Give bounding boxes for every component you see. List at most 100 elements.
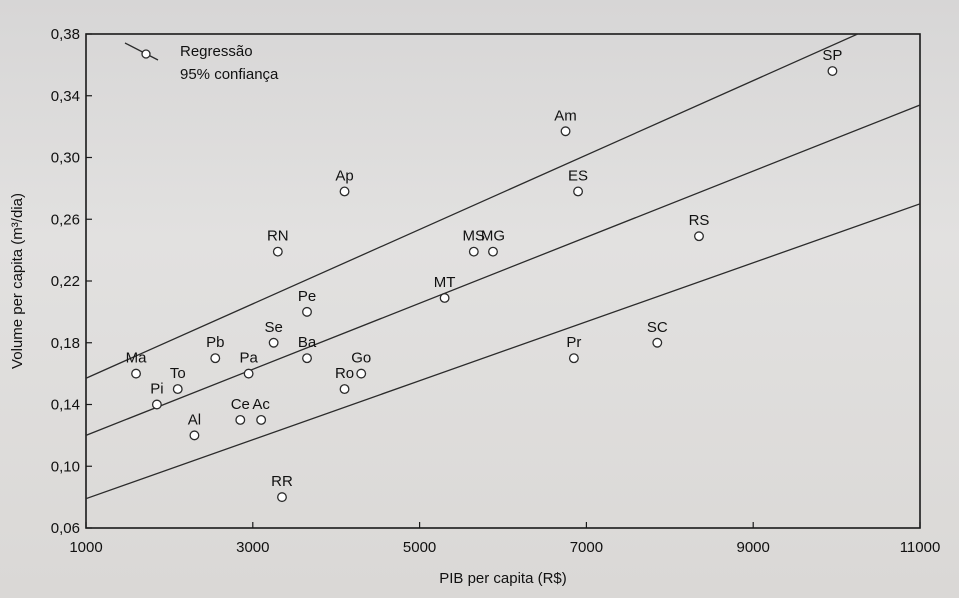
point-label: Ba bbox=[298, 334, 317, 351]
data-point-sp: SP bbox=[822, 47, 842, 77]
point-label: RS bbox=[689, 212, 710, 229]
point-label: RN bbox=[267, 228, 289, 245]
x-tick-label: 5000 bbox=[403, 539, 436, 556]
data-point-rn: RN bbox=[267, 228, 289, 257]
point-label: Al bbox=[188, 411, 201, 428]
y-tick-label: 0,22 bbox=[51, 273, 80, 290]
point-marker bbox=[468, 246, 479, 257]
data-point-pr: Pr bbox=[566, 334, 581, 364]
point-label: Am bbox=[554, 107, 577, 124]
point-label: Pe bbox=[298, 288, 316, 305]
point-marker bbox=[302, 353, 312, 364]
point-label: ES bbox=[568, 167, 588, 184]
data-point-rr: RR bbox=[271, 473, 293, 503]
point-marker bbox=[339, 186, 350, 197]
x-tick-label: 7000 bbox=[570, 539, 603, 556]
data-point-ap: Ap bbox=[335, 167, 354, 197]
data-point-ro: Ro bbox=[335, 365, 354, 395]
y-axis-title: Volume per capita (m³/dia) bbox=[9, 193, 26, 369]
legend-circle-marker bbox=[141, 49, 151, 59]
point-marker bbox=[256, 414, 267, 425]
point-marker bbox=[652, 337, 663, 348]
point-label: Pb bbox=[206, 334, 224, 351]
point-label: Pr bbox=[566, 334, 581, 351]
data-point-ce: Ce bbox=[231, 396, 250, 425]
point-label: To bbox=[170, 365, 186, 382]
series-line-band-lower bbox=[86, 203, 920, 500]
data-point-mg: MG bbox=[481, 228, 505, 257]
point-marker bbox=[356, 368, 367, 379]
legend: Regressão 95% confiança bbox=[124, 42, 279, 83]
data-point-al: Al bbox=[188, 411, 201, 441]
point-label: Ro bbox=[335, 365, 354, 382]
point-marker bbox=[694, 231, 704, 242]
data-point-go: Go bbox=[351, 350, 371, 379]
x-tick-label: 9000 bbox=[737, 539, 770, 556]
data-point-mt: MT bbox=[434, 274, 455, 303]
point-marker bbox=[268, 337, 279, 348]
y-tick-label: 0,30 bbox=[51, 150, 80, 167]
data-point-es: ES bbox=[568, 167, 588, 197]
point-label: Ac bbox=[252, 396, 270, 413]
data-point-ba: Ba bbox=[298, 334, 317, 364]
point-label: RR bbox=[271, 473, 293, 490]
legend-line-marker bbox=[124, 42, 159, 61]
point-marker bbox=[210, 353, 221, 364]
x-tick-label: 1000 bbox=[69, 539, 102, 556]
point-marker bbox=[568, 353, 579, 364]
y-axis-ticks: 0,06 0,10 0,14 0,18 0,22 0,26 0,30 0,34 0,38 bbox=[51, 26, 92, 537]
y-tick-label: 0,10 bbox=[51, 458, 80, 475]
legend-entry-regressao: Regressão bbox=[180, 43, 253, 60]
y-tick-label: 0,26 bbox=[51, 211, 80, 228]
point-label: Ce bbox=[231, 396, 250, 413]
data-point-pe: Pe bbox=[298, 288, 316, 317]
data-point-am: Am bbox=[554, 107, 577, 137]
point-marker bbox=[560, 126, 571, 137]
legend-entry-confianca: 95% confiança bbox=[180, 66, 279, 83]
point-marker bbox=[827, 66, 838, 77]
point-marker bbox=[151, 399, 162, 410]
data-point-pa: Pa bbox=[239, 350, 258, 379]
data-point-rs: RS bbox=[689, 212, 710, 242]
point-label: Pi bbox=[150, 381, 163, 398]
y-tick-label: 0,38 bbox=[51, 26, 80, 43]
data-point-sc: SC bbox=[647, 319, 668, 348]
y-tick-label: 0,06 bbox=[51, 520, 80, 537]
regression-lines bbox=[86, 34, 920, 500]
data-point-to: To bbox=[170, 365, 186, 395]
x-axis-ticks: 1000 3000 5000 7000 9000 11000 bbox=[69, 522, 940, 556]
point-marker bbox=[439, 293, 450, 303]
data-point-ac: Ac bbox=[252, 396, 270, 425]
point-marker bbox=[189, 430, 200, 441]
point-marker bbox=[235, 414, 246, 425]
point-label: MG bbox=[481, 228, 505, 245]
point-label: MS bbox=[463, 228, 486, 245]
data-point-pb: Pb bbox=[206, 334, 224, 364]
point-marker bbox=[302, 306, 312, 317]
x-tick-label: 11000 bbox=[900, 539, 941, 556]
point-marker bbox=[339, 384, 350, 395]
data-point-se: Se bbox=[264, 319, 283, 348]
point-label: SP bbox=[822, 47, 842, 64]
x-axis-title: PIB per capita (R$) bbox=[439, 570, 567, 587]
series-line-band-upper bbox=[86, 34, 860, 379]
point-label: SC bbox=[647, 319, 668, 336]
point-label: Ap bbox=[335, 167, 353, 184]
point-marker bbox=[131, 368, 141, 379]
point-label: Se bbox=[264, 319, 282, 336]
data-point-pi: Pi bbox=[150, 381, 164, 410]
point-marker bbox=[272, 246, 283, 257]
point-marker bbox=[573, 186, 584, 197]
data-point-ms: MS bbox=[463, 228, 486, 257]
point-marker bbox=[243, 368, 254, 379]
y-tick-label: 0,34 bbox=[51, 88, 80, 105]
x-tick-label: 3000 bbox=[236, 539, 269, 556]
y-tick-label: 0,18 bbox=[51, 335, 80, 352]
point-label: Pa bbox=[239, 350, 258, 367]
series-line-line bbox=[86, 104, 920, 436]
point-label: Ma bbox=[126, 350, 147, 367]
y-tick-label: 0,14 bbox=[51, 397, 80, 414]
